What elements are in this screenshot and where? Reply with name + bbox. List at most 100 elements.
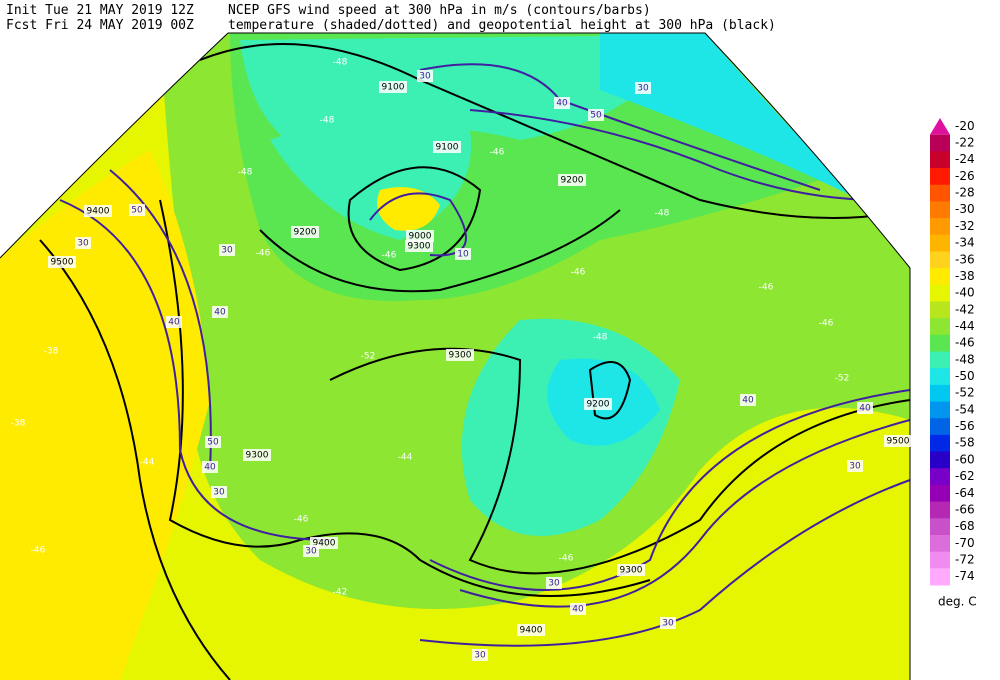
map-label: 30 [662, 619, 674, 629]
map-label: -48 [320, 116, 335, 126]
map-label: 40 [556, 99, 568, 109]
label-box [75, 237, 91, 249]
colorbar-label: -68 [955, 519, 975, 533]
label-box [405, 240, 433, 252]
map-label: -46 [490, 148, 505, 158]
colorbar-label: -44 [955, 319, 975, 333]
map-label: 9400 [87, 207, 110, 217]
map-label: 9100 [436, 143, 459, 153]
colorbar-label: -64 [955, 486, 975, 500]
map-label: 50 [590, 111, 602, 121]
map-label: 10 [457, 250, 469, 260]
colorbar-label: -30 [955, 202, 975, 216]
colorbar-label: -56 [955, 419, 975, 433]
label-box [570, 603, 586, 615]
label-box [617, 564, 645, 576]
colorbar-label: -66 [955, 502, 975, 516]
colorbar-label: -62 [955, 469, 975, 483]
colorbar-label: -20 [955, 119, 975, 133]
map-label: 9300 [408, 242, 431, 252]
colorbar-swatch [930, 568, 950, 586]
colorbar-swatch [930, 551, 950, 569]
label-box [48, 256, 76, 268]
label-box [243, 449, 271, 461]
map-label: 30 [305, 547, 317, 557]
colorbar-swatch [930, 284, 950, 302]
label-box [433, 141, 461, 153]
colorbar-label: -74 [955, 569, 975, 583]
label-box [211, 486, 227, 498]
map-label: 9200 [587, 400, 610, 410]
map-label: -46 [571, 268, 586, 278]
map-label: 40 [168, 318, 180, 328]
colorbar-tip [930, 118, 950, 135]
colorbar-swatch [930, 184, 950, 202]
map-label: 9200 [561, 176, 584, 186]
map-label: 30 [637, 84, 649, 94]
colorbar-swatch [930, 418, 950, 436]
map-label: 9000 [409, 232, 432, 242]
label-box [446, 349, 474, 361]
colorbar-swatch [930, 401, 950, 419]
map-labels: -48 9100 30 40 30 50 -48 9100 -46 -48 9200 9400 50 90… [11, 58, 912, 661]
colorbar-label: -48 [955, 352, 975, 366]
colorbar-label: -34 [955, 236, 975, 250]
label-box [546, 577, 562, 589]
colorbar-swatch [930, 384, 950, 403]
label-box [857, 402, 873, 414]
colorbar-swatch [930, 218, 950, 236]
map-label: -46 [759, 283, 774, 293]
map-label: -44 [398, 453, 413, 463]
map-label: 30 [548, 579, 560, 589]
map-label: 40 [859, 404, 871, 414]
map-label: -52 [835, 374, 850, 384]
label-box [517, 624, 545, 636]
label-box [584, 398, 612, 410]
map-label: -38 [11, 419, 26, 429]
colorbar-label: -26 [955, 169, 975, 183]
colorbar-swatch [930, 301, 950, 319]
colorbar-swatch [930, 234, 950, 252]
colorbar-swatch [930, 201, 950, 219]
colorbar-swatch [930, 518, 950, 536]
map-label: 30 [419, 72, 431, 82]
map-label: 30 [221, 246, 233, 256]
label-box [84, 205, 112, 217]
label-box [558, 174, 586, 186]
label-box [205, 436, 221, 448]
colorbar-swatch [930, 368, 950, 386]
map-label: -46 [382, 251, 397, 261]
label-box [884, 435, 912, 447]
label-box [588, 109, 604, 121]
label-box [472, 649, 488, 661]
colorbar-label: -22 [955, 136, 975, 150]
colorbar-swatch [930, 268, 950, 286]
wind-contours [59, 63, 910, 647]
map-label: 40 [214, 308, 226, 318]
colorbar-swatch [930, 451, 950, 469]
map-label: -46 [31, 546, 46, 556]
colorbar-swatch [930, 434, 950, 453]
label-box [166, 316, 182, 328]
colorbar-swatch [930, 168, 950, 186]
map-label: 9200 [294, 228, 317, 238]
map-label: -46 [294, 515, 309, 525]
map-label: 30 [849, 462, 861, 472]
colorbar-swatch [930, 134, 950, 152]
height-contours [39, 43, 910, 680]
map-label: 9100 [382, 83, 405, 93]
colorbar-swatch [930, 484, 950, 503]
map-label: 9400 [313, 539, 336, 549]
label-box [291, 226, 319, 238]
colorbar-unit: deg. C [938, 595, 977, 609]
colorbar: -20 -22 -24 -26 -28 -30 -32 -34 -36 -38 -40 -42 -44 -… [930, 118, 975, 586]
colorbar-label: -58 [955, 436, 975, 450]
colorbar-swatch [930, 468, 950, 486]
map-label: -48 [238, 168, 253, 178]
title-line: NCEP GFS wind speed at 300 hPa in m/s (c… [228, 3, 651, 18]
colorbar-label: -50 [955, 369, 975, 383]
map-label: -38 [44, 347, 59, 357]
label-box [417, 70, 433, 82]
